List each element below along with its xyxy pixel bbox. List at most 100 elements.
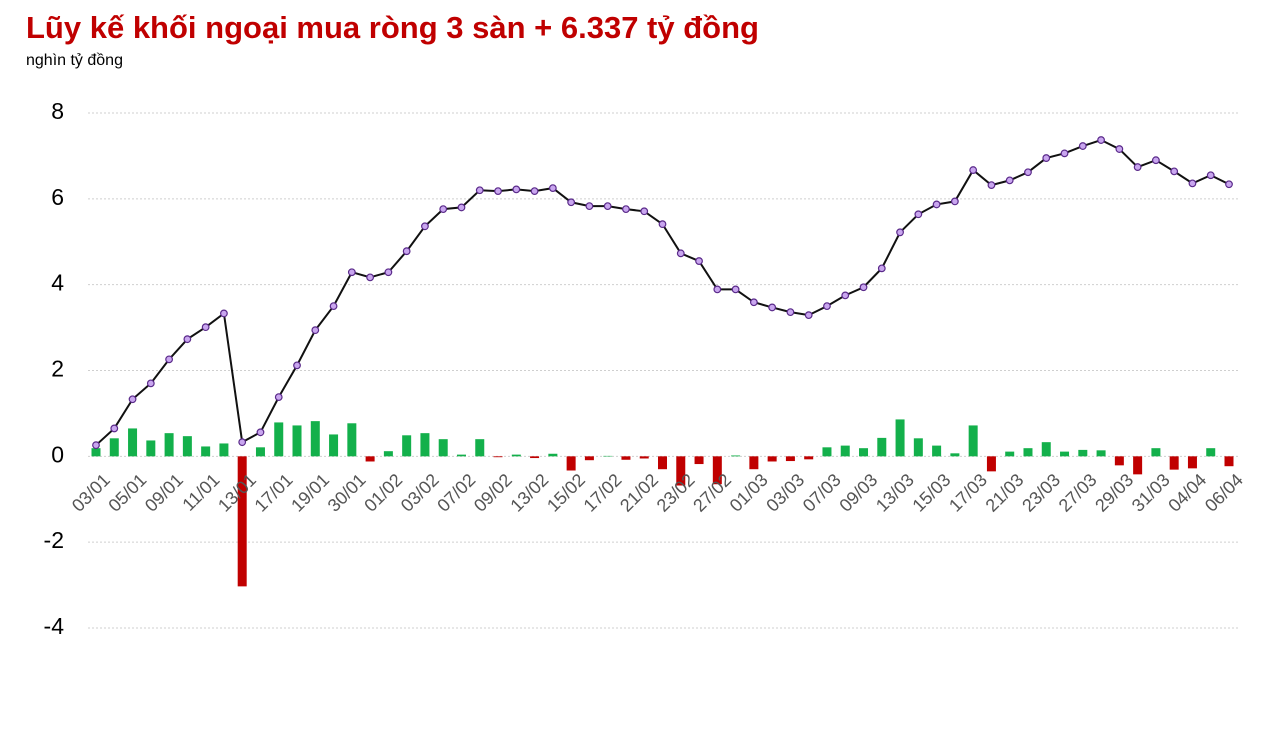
point xyxy=(768,303,777,312)
bar xyxy=(292,425,302,457)
point xyxy=(220,309,228,318)
bar xyxy=(822,447,832,457)
bar xyxy=(274,422,284,457)
point xyxy=(201,323,210,332)
bar xyxy=(1005,451,1015,457)
bar xyxy=(475,439,485,457)
point xyxy=(1078,142,1087,150)
point xyxy=(347,268,356,277)
point xyxy=(859,283,868,292)
y-tick-label: -2 xyxy=(44,527,64,553)
point xyxy=(786,308,795,317)
bar xyxy=(950,453,960,457)
x-tick-label: 15/03 xyxy=(908,470,954,516)
bar xyxy=(1114,456,1124,466)
bar xyxy=(420,433,430,457)
point xyxy=(640,207,649,216)
point xyxy=(329,302,338,311)
point xyxy=(622,205,630,214)
bar xyxy=(219,443,229,457)
x-tick-label: 30/01 xyxy=(324,470,370,516)
bar xyxy=(566,456,576,471)
point xyxy=(475,186,484,195)
point xyxy=(603,202,612,211)
point xyxy=(457,203,466,212)
bar xyxy=(694,456,704,465)
bar xyxy=(1169,456,1179,470)
point xyxy=(146,379,155,388)
bar xyxy=(840,445,850,457)
point xyxy=(731,285,740,294)
x-tick-label: 07/02 xyxy=(433,470,479,516)
bar xyxy=(255,447,265,457)
y-tick-label: 2 xyxy=(51,356,64,382)
point xyxy=(1005,176,1014,185)
point xyxy=(293,361,301,370)
x-tick-label: 31/03 xyxy=(1128,470,1174,516)
point xyxy=(877,264,886,273)
point xyxy=(402,247,411,256)
y-tick-label: 6 xyxy=(51,184,64,210)
bar xyxy=(548,453,558,457)
bar xyxy=(1133,456,1143,475)
bar xyxy=(182,436,192,457)
point xyxy=(128,395,137,404)
point xyxy=(384,268,393,277)
point xyxy=(274,393,283,402)
bar xyxy=(785,456,795,462)
x-tick-label: 09/03 xyxy=(835,470,881,516)
point xyxy=(1188,179,1197,188)
x-tick-label: 01/03 xyxy=(726,470,772,516)
bar xyxy=(164,433,174,457)
bar xyxy=(383,451,393,457)
point xyxy=(1170,167,1179,176)
point xyxy=(512,185,521,194)
x-tick-label: 27/03 xyxy=(1055,470,1101,516)
bar xyxy=(511,454,521,457)
x-tick-label: 09/01 xyxy=(141,470,187,516)
x-tick-label: 03/03 xyxy=(762,470,808,516)
point xyxy=(421,222,429,231)
x-tick-label: 07/03 xyxy=(799,470,845,516)
point xyxy=(1060,149,1069,158)
bar xyxy=(456,454,466,457)
point xyxy=(92,441,100,450)
bar xyxy=(1206,448,1216,457)
x-tick-label: 19/01 xyxy=(287,470,333,516)
point xyxy=(658,220,667,229)
point xyxy=(1152,156,1160,165)
x-tick-label: 17/02 xyxy=(580,470,626,516)
bar xyxy=(859,448,869,457)
point xyxy=(165,355,173,364)
bar xyxy=(91,448,101,457)
bar xyxy=(201,446,211,457)
x-tick-label: 15/02 xyxy=(543,470,589,516)
bar xyxy=(1041,442,1051,457)
y-tick-label: 8 xyxy=(51,98,64,124)
bar xyxy=(1224,456,1234,467)
bar xyxy=(584,456,594,461)
x-tick-label: 13/03 xyxy=(872,470,918,516)
x-tick-label: 21/03 xyxy=(982,470,1028,516)
x-tick-label: 03/01 xyxy=(68,470,114,516)
point xyxy=(749,298,758,307)
bar xyxy=(1096,450,1106,457)
bar xyxy=(365,456,375,462)
bar xyxy=(877,437,887,457)
bar xyxy=(493,456,503,458)
point xyxy=(439,205,448,214)
point xyxy=(804,311,813,320)
point xyxy=(530,187,539,196)
point xyxy=(256,428,265,437)
bar xyxy=(731,455,741,457)
x-tick-label: 13/02 xyxy=(506,470,552,516)
bar xyxy=(712,456,722,485)
bar xyxy=(438,439,448,457)
point xyxy=(366,273,375,282)
point xyxy=(1115,145,1124,153)
point xyxy=(110,424,119,433)
y-tick-label: 0 xyxy=(51,441,64,467)
point xyxy=(987,181,996,190)
